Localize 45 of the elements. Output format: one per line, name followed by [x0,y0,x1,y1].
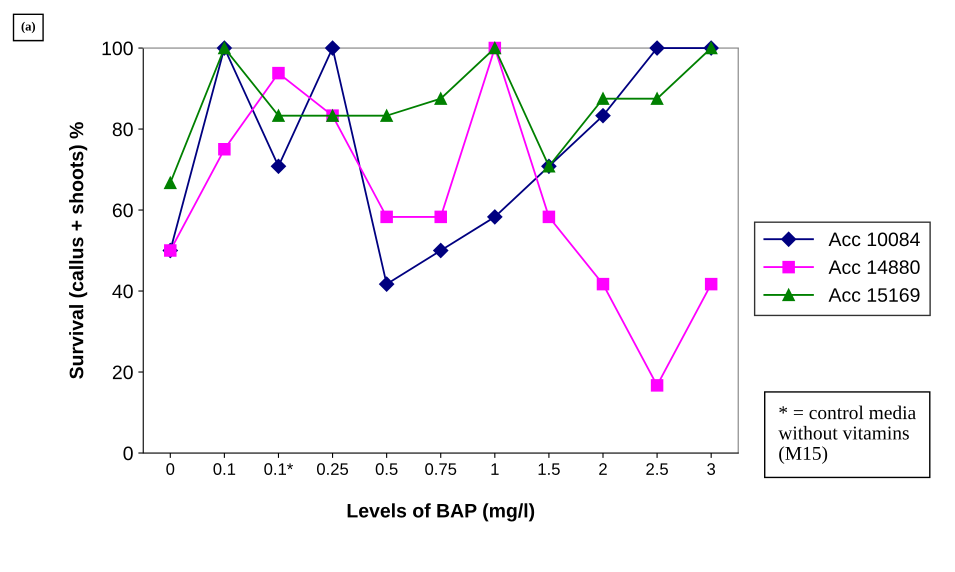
x-tick-label: 2 [599,463,607,475]
y-tick-label: 40 [112,284,133,298]
x-axis-title: Levels of BAP (mg/l) [348,503,534,522]
point [487,209,502,224]
text: (a) [22,22,36,34]
y-tick-label: 80 [112,122,133,136]
point [270,158,286,174]
y-axis-title: Survival (callus + shoots) % [69,122,88,379]
point [272,109,285,122]
legend-label: Acc 10084 [828,232,920,246]
point [650,92,664,105]
x-tick-label: 0.1 [213,463,236,475]
x-tick-label: 0.5 [376,463,398,475]
point [380,109,393,122]
point [433,242,448,258]
x-tick-label: 1.5 [538,463,560,475]
x-tick-label: 2.5 [646,463,668,475]
y-tick-label: 20 [112,365,133,380]
x-tick-label: 0 [166,463,174,475]
x-tick-label: 0.25 [316,463,348,475]
y-tick-label: 0 [123,446,133,460]
point [542,210,556,224]
point [650,379,664,392]
point [324,40,340,56]
point [218,143,231,156]
x-tick-label: 0.75 [425,463,456,475]
point [164,176,177,190]
x-tick-label: 1 [491,463,499,475]
point [650,40,665,56]
point [379,276,394,292]
point [434,210,447,224]
point [595,108,611,124]
x-tick-label: 3 [707,463,716,475]
y-tick-label: 60 [112,204,133,218]
y-tick-label: 100 [102,42,133,56]
point [596,278,610,290]
x-tick-label: 0.1* [264,463,294,475]
legend-label: Acc 14880 [828,260,920,274]
point [704,278,718,290]
point [380,210,393,224]
point [272,66,285,80]
point [434,92,447,105]
legend-label: Acc 15169 [828,288,920,302]
text: * = control media without vitamins (M15) [778,406,916,464]
point [596,92,610,105]
